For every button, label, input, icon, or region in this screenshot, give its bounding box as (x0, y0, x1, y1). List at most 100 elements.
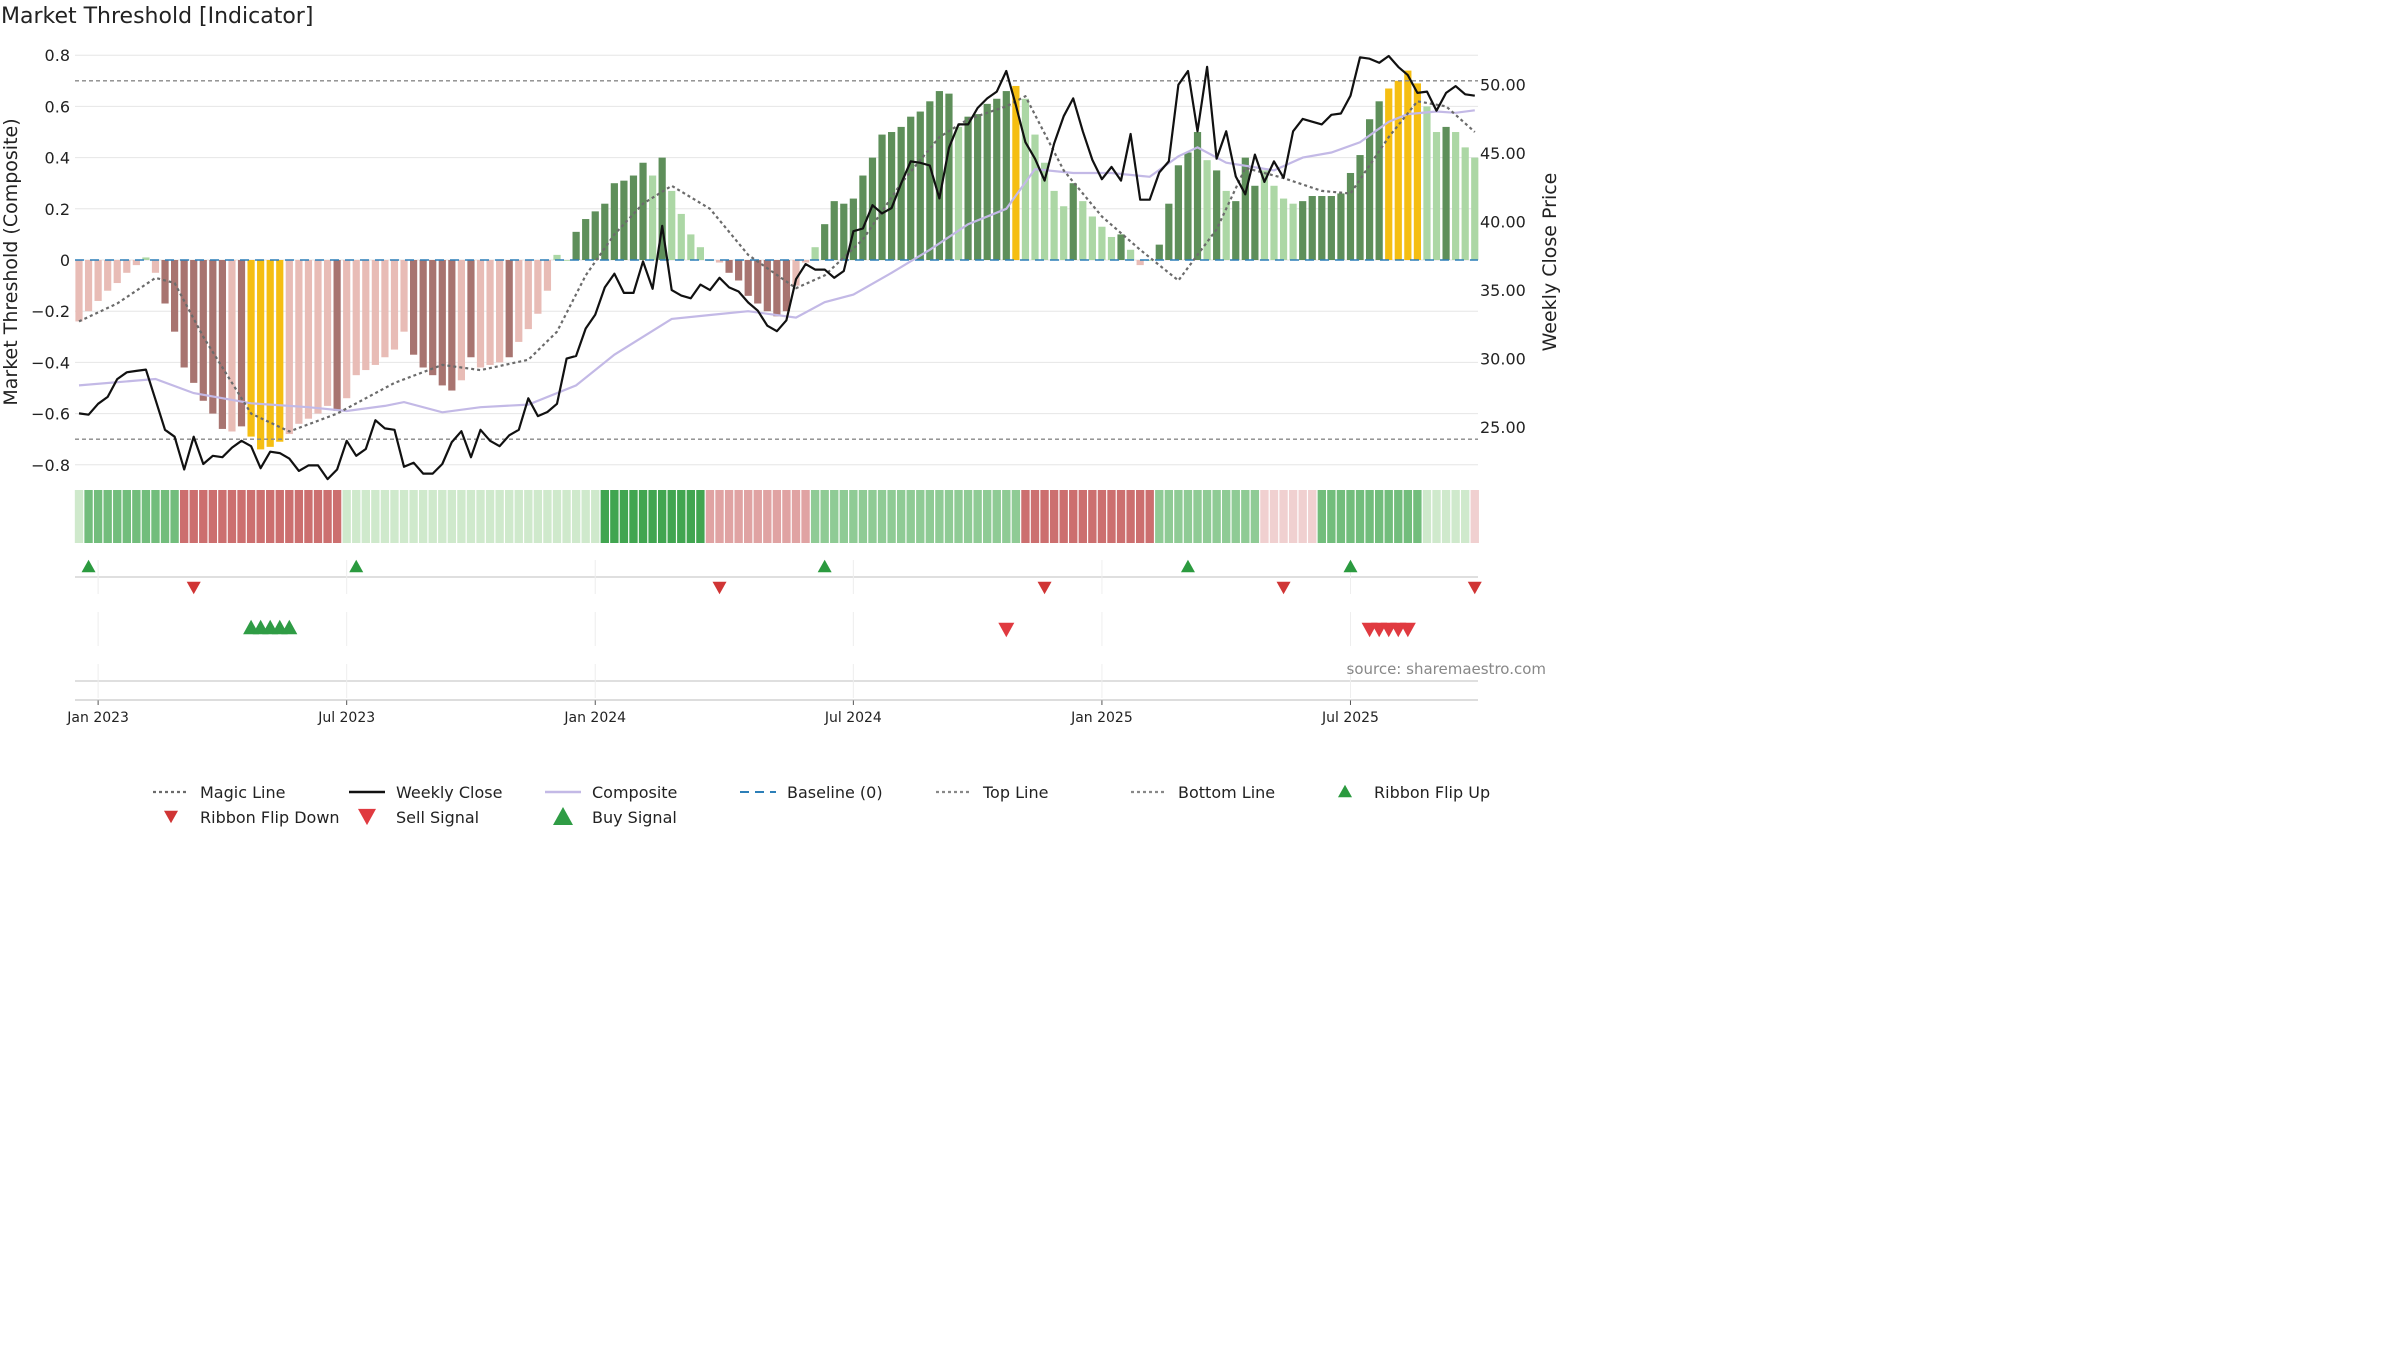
composite-bar (945, 93, 953, 260)
composite-bars (75, 70, 1479, 450)
ribbon-cell (294, 490, 304, 543)
composite-bar (448, 260, 456, 391)
ribbon-cell (1183, 490, 1193, 543)
ribbon-cell (543, 490, 552, 543)
sell-signal-marker (998, 622, 1015, 638)
ribbon-cell (973, 490, 982, 543)
composite-bar (218, 260, 226, 429)
source-note: source: sharemaestro.com (1346, 660, 1547, 678)
ribbon-cell (1422, 490, 1432, 543)
composite-bar (84, 260, 93, 312)
composite-bar (1260, 170, 1269, 260)
ribbon-flip-up-marker (1343, 559, 1358, 573)
ribbon-cell (820, 490, 829, 543)
ribbon-cell (1049, 490, 1059, 543)
ribbon-cell (1107, 490, 1116, 543)
ribbon-cell (983, 490, 992, 543)
ribbon-cell (189, 490, 198, 543)
ribbon-cell (170, 490, 179, 543)
ribbon-cell (944, 490, 954, 543)
composite-bar (1327, 196, 1335, 260)
y-left-tick-label: 0.2 (45, 200, 70, 219)
ribbon-cell (390, 490, 399, 543)
ribbon-cell (332, 490, 342, 543)
ribbon-flip-up-marker (81, 559, 96, 573)
composite-bar (1318, 196, 1326, 260)
y-right-tick-label: 25.00 (1480, 418, 1526, 437)
composite-bar (1021, 98, 1030, 260)
overlay-lines (75, 54, 1478, 481)
composite-bar (715, 260, 724, 263)
ribbon-cell (887, 490, 896, 543)
legend-label: Magic Line (200, 783, 285, 802)
ribbon-cell (1174, 490, 1183, 543)
y-axis-right-label: Weekly Close Price (1539, 173, 1561, 352)
ribbon-cell (399, 490, 409, 543)
ribbon-cell (715, 490, 724, 543)
composite-bar (735, 260, 743, 281)
ribbon-cell (1346, 490, 1355, 543)
ribbon-cell (495, 490, 504, 543)
composite-bar (725, 260, 733, 273)
composite-bar (1127, 249, 1135, 260)
composite-bar (228, 260, 236, 432)
composite-bar (1251, 185, 1259, 260)
composite-bar (1136, 260, 1144, 266)
ribbon-cell (524, 490, 533, 543)
y-right-tick-label: 40.00 (1480, 213, 1526, 232)
ribbon-cell (1384, 490, 1393, 543)
ribbon-cell (610, 490, 619, 543)
composite-bar (1289, 203, 1297, 260)
ribbon-cell (839, 490, 848, 543)
legend-label: Ribbon Flip Up (1374, 783, 1490, 802)
y-right-tick-label: 45.00 (1480, 144, 1526, 163)
ribbon-cell (122, 490, 131, 543)
ribbon-cell (132, 490, 141, 543)
ribbon-cell (533, 490, 543, 543)
ribbon-cell (667, 490, 676, 543)
composite-bar (543, 260, 552, 291)
sell-signal-marker (1399, 622, 1416, 638)
ribbon-cell (1011, 490, 1021, 543)
composite-bar (467, 260, 475, 358)
ribbon-cell (1461, 490, 1470, 543)
y-left-tick-label: 0.4 (45, 149, 70, 168)
ribbon-cell (428, 490, 437, 543)
composite-bar (1356, 155, 1364, 260)
ribbon-cell (438, 490, 447, 543)
composite-bar (907, 116, 915, 261)
ribbon-cell (208, 490, 218, 543)
composite-bar (888, 132, 896, 260)
composite-bar (1203, 160, 1211, 260)
composite-bar (438, 260, 446, 386)
ribbon-cell (1260, 490, 1269, 543)
composite-bar (1442, 126, 1450, 261)
composite-bar (859, 175, 867, 260)
legend-label: Bottom Line (1178, 783, 1275, 802)
ribbon-cell (1164, 490, 1174, 543)
composite-bar (878, 134, 886, 260)
composite-bar (429, 260, 437, 376)
weekly-close-line (78, 54, 1475, 481)
composite-bar (1375, 101, 1383, 260)
ribbon-cell (657, 490, 667, 543)
y-left-tick-label: −0.2 (31, 302, 70, 321)
composite-bar (1088, 216, 1096, 260)
composite-bar (486, 260, 494, 365)
composite-bar (390, 260, 399, 350)
y-left-tick-label: 0 (60, 251, 70, 270)
composite-bar (333, 260, 341, 412)
ribbon-cell (151, 490, 160, 543)
ribbon-cell (724, 490, 734, 543)
ribbon-cell (227, 490, 237, 543)
ribbon-cell (1222, 490, 1231, 543)
ribbon-cell (734, 490, 743, 543)
ribbon-cell (552, 490, 562, 543)
ribbon-cell (342, 490, 351, 543)
composite-bar (314, 260, 322, 414)
composite-bar (668, 190, 676, 260)
composite-bar (476, 260, 485, 368)
ribbon-cell (763, 490, 772, 543)
ribbon-cell (266, 490, 275, 543)
ribbon-cell (1308, 490, 1317, 543)
